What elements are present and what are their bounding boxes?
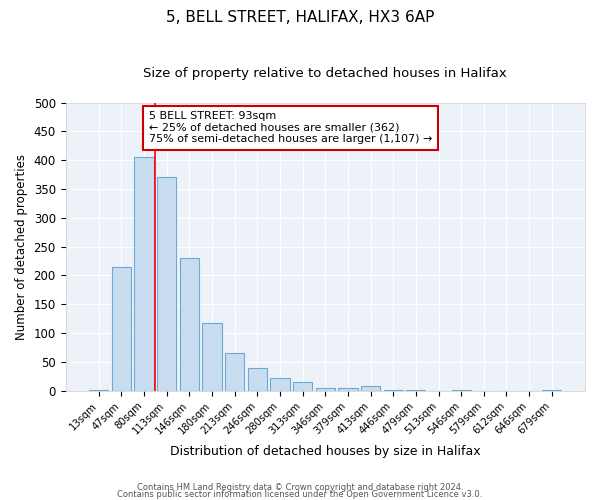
Bar xyxy=(271,378,290,391)
Bar xyxy=(383,390,403,391)
Text: Contains public sector information licensed under the Open Government Licence v3: Contains public sector information licen… xyxy=(118,490,482,499)
Bar xyxy=(89,390,109,391)
Bar xyxy=(202,323,221,391)
Bar xyxy=(542,390,562,391)
Bar xyxy=(180,258,199,391)
Text: Contains HM Land Registry data © Crown copyright and database right 2024.: Contains HM Land Registry data © Crown c… xyxy=(137,484,463,492)
Bar xyxy=(157,178,176,391)
Bar xyxy=(248,368,267,391)
Bar xyxy=(112,267,131,391)
Bar xyxy=(338,388,358,391)
Y-axis label: Number of detached properties: Number of detached properties xyxy=(15,154,28,340)
Bar xyxy=(316,388,335,391)
Bar xyxy=(452,390,471,391)
Bar xyxy=(225,354,244,391)
X-axis label: Distribution of detached houses by size in Halifax: Distribution of detached houses by size … xyxy=(170,444,481,458)
Bar xyxy=(293,382,312,391)
Title: Size of property relative to detached houses in Halifax: Size of property relative to detached ho… xyxy=(143,68,507,80)
Bar xyxy=(134,158,154,391)
Text: 5, BELL STREET, HALIFAX, HX3 6AP: 5, BELL STREET, HALIFAX, HX3 6AP xyxy=(166,10,434,25)
Text: 5 BELL STREET: 93sqm
← 25% of detached houses are smaller (362)
75% of semi-deta: 5 BELL STREET: 93sqm ← 25% of detached h… xyxy=(149,111,432,144)
Bar xyxy=(406,390,425,391)
Bar xyxy=(361,386,380,391)
